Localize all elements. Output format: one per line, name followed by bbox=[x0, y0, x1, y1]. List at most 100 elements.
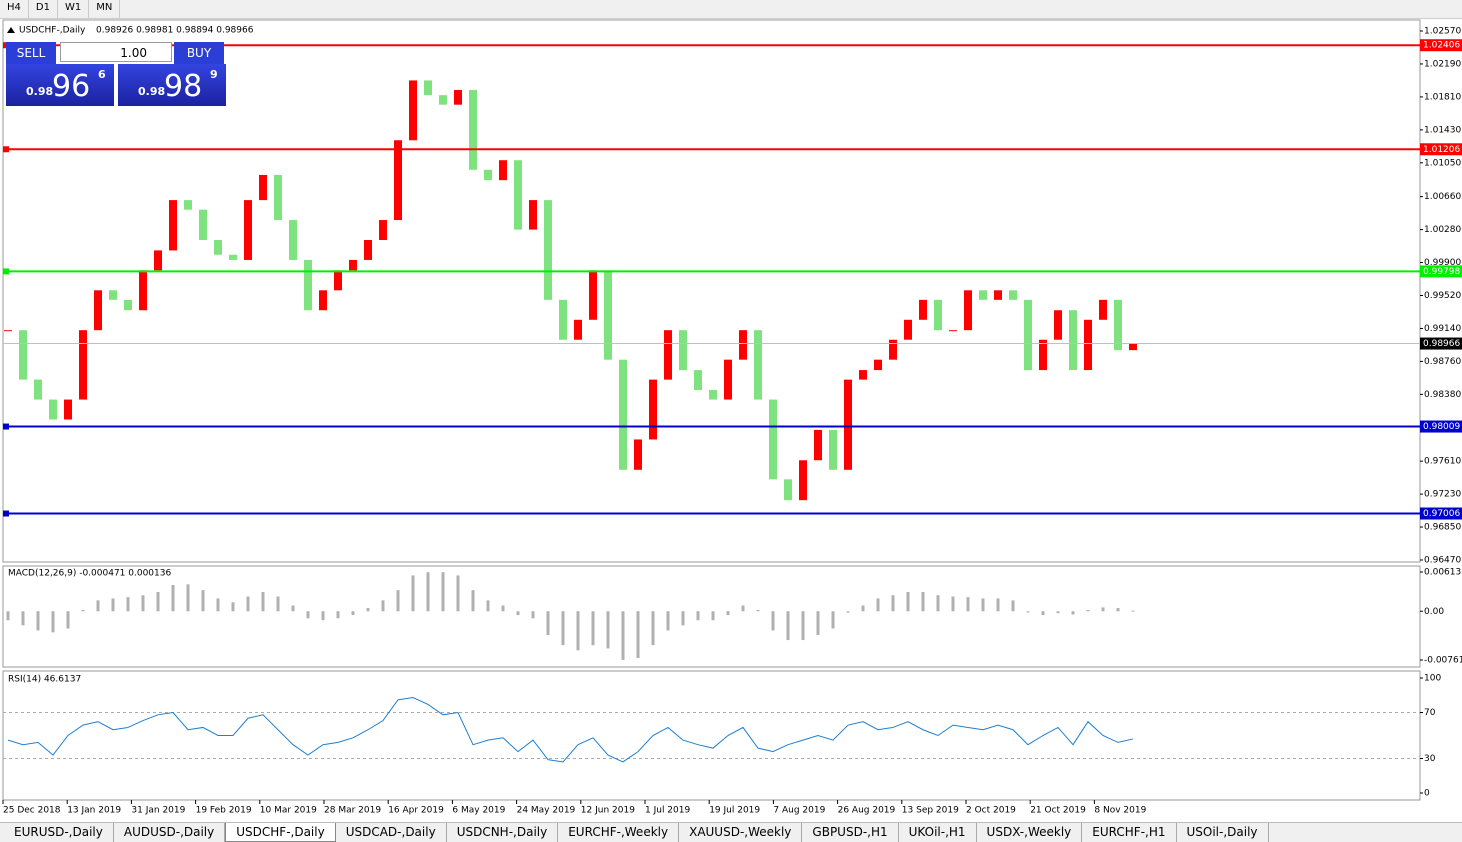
y-tick-label: 0.98380 bbox=[1424, 390, 1461, 400]
candle-body bbox=[274, 174, 282, 221]
macd-bar bbox=[66, 611, 70, 629]
macd-bar bbox=[951, 596, 955, 612]
macd-bar bbox=[891, 595, 895, 612]
chart-tab[interactable]: GBPUSD-,H1 bbox=[802, 823, 899, 842]
candle-body bbox=[1009, 290, 1017, 300]
candle-body bbox=[574, 319, 582, 340]
macd-bar bbox=[801, 611, 805, 641]
y-tick-label: 0.99900 bbox=[1424, 258, 1461, 268]
x-tick-label: 1 Jul 2019 bbox=[645, 806, 690, 816]
x-tick-label: 26 Aug 2019 bbox=[838, 806, 896, 816]
x-tick-label: 8 Nov 2019 bbox=[1094, 806, 1146, 816]
candle-body bbox=[154, 250, 162, 271]
macd-bar bbox=[261, 592, 265, 612]
level-handle bbox=[3, 510, 9, 517]
macd-bar bbox=[741, 605, 745, 612]
bid-price[interactable]: 0.98 96 6 bbox=[6, 64, 114, 106]
macd-bar bbox=[666, 611, 670, 631]
collapse-icon[interactable] bbox=[7, 27, 15, 33]
candle-body bbox=[514, 160, 522, 230]
candle-body bbox=[79, 330, 87, 400]
macd-bar bbox=[321, 611, 325, 621]
chart-tab[interactable]: EURCHF-,H1 bbox=[1082, 823, 1177, 842]
x-tick-label: 6 May 2019 bbox=[452, 806, 505, 816]
chart-tab[interactable]: EURCHF-,Weekly bbox=[558, 823, 680, 842]
macd-bar bbox=[96, 600, 100, 612]
y-tick-label: 0.97230 bbox=[1424, 490, 1461, 500]
level-label: 0.97006 bbox=[1423, 509, 1460, 519]
macd-bar bbox=[126, 597, 130, 612]
lot-input[interactable]: 1.00 bbox=[60, 42, 172, 62]
ask-price[interactable]: 0.98 98 9 bbox=[118, 64, 226, 106]
level-label-box bbox=[1420, 143, 1462, 156]
timeframe-button[interactable]: MN bbox=[89, 0, 121, 18]
candle-body bbox=[94, 290, 102, 331]
candle-body bbox=[64, 399, 72, 420]
x-tick-label: 13 Sep 2019 bbox=[902, 806, 959, 816]
candle-body bbox=[799, 460, 807, 501]
macd-bar bbox=[231, 602, 235, 612]
macd-bar bbox=[591, 611, 595, 646]
candle-body bbox=[34, 379, 42, 400]
bid-frac: 6 bbox=[98, 68, 106, 81]
candle-body bbox=[844, 379, 852, 470]
macd-bar bbox=[681, 611, 685, 626]
candle-body bbox=[259, 174, 267, 201]
macd-bar bbox=[1116, 608, 1120, 612]
macd-bar bbox=[111, 598, 115, 612]
candle-body bbox=[874, 359, 882, 371]
macd-bar bbox=[696, 611, 700, 621]
macd-bar bbox=[1056, 611, 1060, 614]
y-tick-label: 1.01050 bbox=[1424, 158, 1461, 168]
macd-bar bbox=[816, 611, 820, 635]
buy-button[interactable]: BUY bbox=[174, 42, 224, 64]
candle-body bbox=[904, 319, 912, 340]
candle-body bbox=[49, 399, 57, 420]
chart-tab[interactable]: USOil-,Daily bbox=[1177, 823, 1269, 842]
chart-tab[interactable]: USDCHF-,Daily bbox=[225, 823, 336, 842]
y-tick-label: 1.00280 bbox=[1424, 225, 1461, 235]
candle-body bbox=[1114, 299, 1122, 351]
y-tick-label: 1.00660 bbox=[1424, 192, 1461, 202]
candle-body bbox=[604, 270, 612, 360]
candle-body bbox=[199, 209, 207, 240]
rsi-line bbox=[7, 697, 1134, 763]
macd-bar bbox=[381, 600, 385, 612]
y-tick-label: 0.98760 bbox=[1424, 357, 1461, 367]
macd-bar bbox=[306, 611, 310, 619]
chart-tab[interactable]: USDCNH-,Daily bbox=[447, 823, 559, 842]
candle-body bbox=[934, 299, 942, 331]
macd-bar bbox=[246, 596, 250, 612]
macd-bar bbox=[756, 609, 760, 612]
macd-bar bbox=[1041, 611, 1045, 616]
chart-tab[interactable]: EURUSD-,Daily bbox=[4, 823, 114, 842]
x-tick-label: 31 Jan 2019 bbox=[131, 806, 185, 816]
macd-bar bbox=[1071, 611, 1075, 615]
macd-bar bbox=[201, 590, 205, 612]
timeframe-button[interactable]: H4 bbox=[0, 0, 29, 18]
sell-button[interactable]: SELL bbox=[6, 42, 56, 64]
chart-tab[interactable]: AUDUSD-,Daily bbox=[114, 823, 226, 842]
candle-body bbox=[754, 330, 762, 400]
candle-body bbox=[364, 239, 372, 260]
level-handle bbox=[3, 146, 9, 153]
chart-tabs: EURUSD-,Daily AUDUSD-,Daily USDCHF-,Daily U… bbox=[0, 822, 1462, 842]
candle-body bbox=[889, 339, 897, 360]
macd-bar bbox=[546, 611, 550, 635]
macd-bar bbox=[186, 584, 190, 612]
macd-bar bbox=[921, 592, 925, 612]
chart-tab[interactable]: USDCAD-,Daily bbox=[336, 823, 447, 842]
macd-bar bbox=[531, 611, 535, 619]
chart-tab[interactable]: UKOil-,H1 bbox=[899, 823, 977, 842]
timeframe-button[interactable]: D1 bbox=[29, 0, 58, 18]
macd-bar bbox=[1086, 609, 1090, 612]
chart-tab[interactable]: XAUUSD-,Weekly bbox=[679, 823, 803, 842]
macd-bar bbox=[996, 598, 1000, 612]
candle-body bbox=[649, 379, 657, 440]
candle-body bbox=[994, 290, 1002, 300]
timeframe-button[interactable]: W1 bbox=[58, 0, 90, 18]
macd-bar bbox=[51, 611, 55, 633]
candle-body bbox=[349, 259, 357, 271]
chart-tab[interactable]: USDX-,Weekly bbox=[977, 823, 1083, 842]
